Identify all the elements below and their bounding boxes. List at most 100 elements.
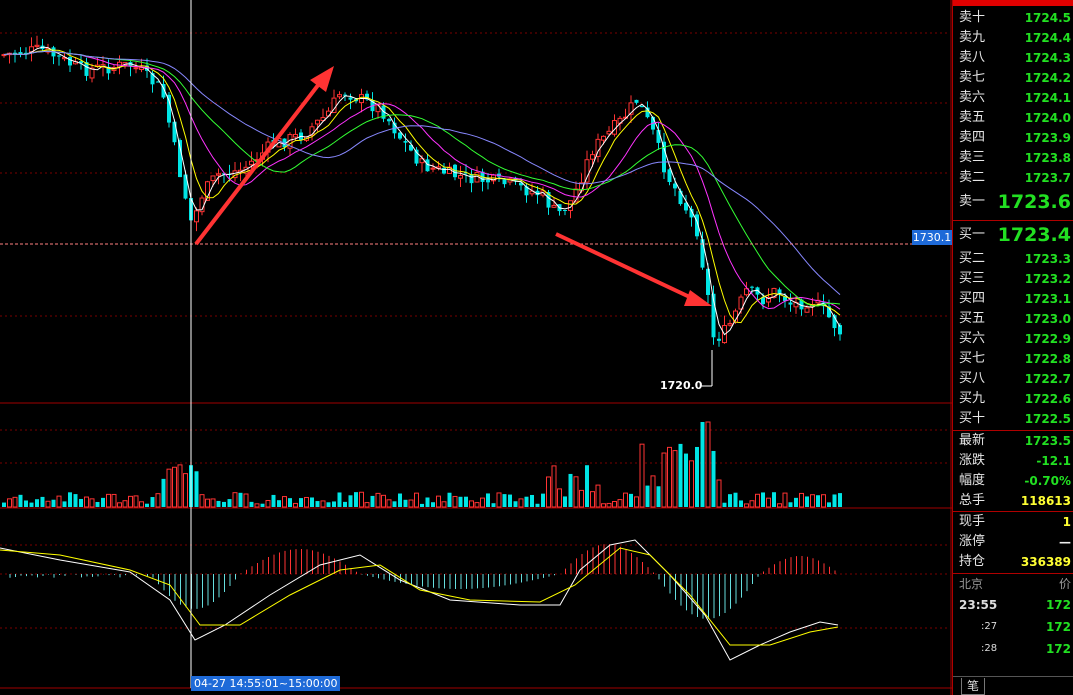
ask-row[interactable]: 卖三 1723.8	[959, 148, 1071, 168]
candle-body	[640, 105, 644, 108]
ask-row[interactable]: 卖七 1724.2	[959, 68, 1071, 88]
bid-row[interactable]: 买八 1722.7	[959, 369, 1071, 389]
ask-row[interactable]: 卖五 1724.0	[959, 108, 1071, 128]
ask-row[interactable]: 卖二 1723.7	[959, 168, 1071, 188]
ask-row[interactable]: 卖十 1724.5	[959, 8, 1071, 28]
candle-body	[414, 149, 419, 164]
volume-bar	[491, 503, 496, 507]
bid-label: 买十	[959, 411, 986, 426]
bid-row[interactable]: 买一 1723.4	[959, 223, 1071, 247]
volume-bar	[612, 501, 617, 508]
bid-row[interactable]: 买三 1723.2	[959, 269, 1071, 289]
volume-bar	[375, 492, 381, 508]
candle-body	[106, 66, 111, 74]
ask-row[interactable]: 卖一 1723.6	[959, 190, 1071, 214]
stat-open-interest: 持仓 336389	[959, 552, 1071, 572]
volume-bar	[337, 492, 342, 507]
volume-bar	[667, 446, 672, 508]
candle-body	[706, 268, 710, 295]
bid-row[interactable]: 买七 1722.8	[959, 349, 1071, 369]
volume-bar	[805, 496, 809, 507]
bid-row[interactable]: 买六 1722.9	[959, 329, 1071, 349]
bid-row[interactable]: 买五 1723.0	[959, 309, 1071, 329]
candle-body	[486, 179, 490, 183]
volume-bar	[35, 499, 39, 507]
candle-body	[606, 130, 612, 135]
tab-trades[interactable]: 笔	[961, 678, 985, 695]
stat-value: 1	[1062, 515, 1071, 529]
ask-label: 卖八	[959, 50, 986, 65]
stat-value: —	[1059, 535, 1071, 549]
candle-body	[315, 119, 320, 125]
candle-body	[755, 287, 760, 295]
candle-body	[205, 181, 210, 201]
candle-body	[568, 200, 573, 211]
bid-row[interactable]: 买二 1723.3	[959, 249, 1071, 269]
candle-body	[524, 186, 529, 196]
ticks-divider	[953, 573, 1073, 574]
stat-value: -0.70%	[1024, 474, 1071, 488]
candle-body	[34, 44, 40, 47]
candle-body	[695, 214, 699, 237]
volume-bar	[133, 495, 139, 508]
volume-bar	[441, 501, 447, 508]
candle-body	[210, 175, 216, 182]
candle-body	[535, 190, 540, 196]
ma-line	[3, 50, 841, 310]
volume-bar	[464, 496, 468, 507]
volume-bar	[480, 497, 485, 508]
candle-body	[502, 179, 507, 185]
volume-bar	[496, 492, 502, 508]
candle-body	[403, 141, 408, 143]
volume-bar	[447, 492, 452, 507]
volume-bar	[590, 491, 595, 508]
ask-price: 1724.3	[1024, 51, 1071, 65]
volume-bar	[117, 502, 122, 508]
volume-bar	[431, 502, 435, 507]
stat-current: 现手 1	[959, 512, 1071, 532]
bid-row[interactable]: 买九 1722.6	[959, 389, 1071, 409]
candle-body	[717, 338, 721, 341]
volume-bar	[101, 497, 105, 507]
volume-bar	[705, 421, 711, 508]
price-chart[interactable]	[0, 0, 952, 695]
candle-body	[783, 296, 787, 301]
volume-bar	[243, 493, 249, 508]
volume-bar	[672, 450, 678, 508]
candle-body	[766, 297, 771, 303]
volume-bar	[386, 499, 392, 508]
volume-bar	[749, 500, 755, 508]
ask-row[interactable]: 卖四 1723.9	[959, 128, 1071, 148]
ask-row[interactable]: 卖八 1724.3	[959, 48, 1071, 68]
candle-body	[667, 169, 672, 183]
candle-body	[409, 144, 413, 151]
tick-time: 23:55	[959, 598, 998, 612]
crosshair-time-tag: 04-27 14:55:01~15:00:00	[191, 676, 341, 691]
volume-bar	[799, 492, 804, 508]
volume-bar	[172, 466, 177, 508]
bid-row[interactable]: 买四 1723.1	[959, 289, 1071, 309]
ask-price: 1724.5	[1024, 11, 1071, 25]
volume-bar	[728, 494, 732, 507]
volume-bar	[205, 498, 210, 508]
volume-bar	[755, 493, 760, 508]
volume-bar	[238, 492, 243, 507]
spread-divider	[953, 220, 1073, 221]
candle-body	[645, 107, 650, 118]
candle-body	[178, 140, 182, 178]
candle-body	[79, 61, 83, 64]
candle-body	[442, 167, 446, 174]
candle-body	[551, 204, 557, 208]
volume-bar	[766, 497, 771, 508]
volume-bar	[56, 495, 62, 508]
volume-bar	[24, 500, 28, 507]
ask-row[interactable]: 卖九 1724.4	[959, 28, 1071, 48]
ask-label: 卖十	[959, 10, 986, 25]
volume-bar	[271, 494, 276, 507]
volume-bar	[436, 495, 441, 508]
bid-row[interactable]: 买十 1722.5	[959, 409, 1071, 429]
bid-label: 买六	[959, 331, 986, 346]
candle-body	[469, 174, 474, 184]
ask-row[interactable]: 卖六 1724.1	[959, 88, 1071, 108]
volume-bar	[530, 494, 534, 507]
